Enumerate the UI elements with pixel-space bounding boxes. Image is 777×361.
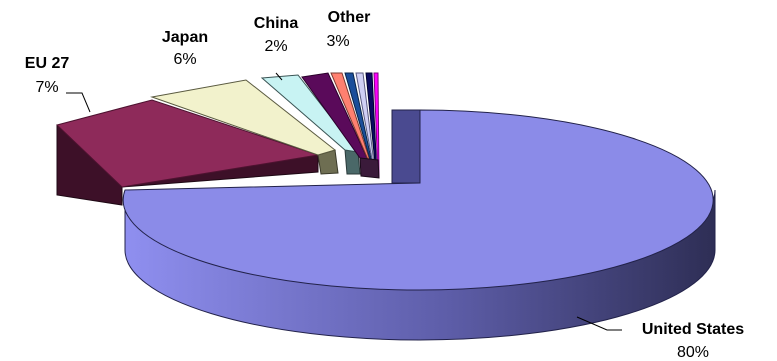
slice-china (260, 74, 361, 175)
slice-other (301, 72, 380, 179)
slice-japan (150, 79, 339, 175)
label-china-pct: 2% (264, 38, 287, 55)
label-eu-27: EU 27 7% (25, 55, 70, 96)
label-other-pct: 3% (326, 33, 349, 50)
label-japan-name: Japan (162, 29, 208, 46)
label-other: Other 3% (326, 9, 370, 50)
label-china-name: China (254, 15, 299, 32)
label-other-name: Other (328, 9, 371, 26)
label-united-states-name: United States (642, 321, 744, 338)
slice-united-states-top (122, 109, 714, 291)
label-japan: Japan 6% (162, 29, 208, 68)
slice-other-sides (359, 157, 380, 179)
label-eu-27-name: EU 27 (25, 55, 70, 72)
label-eu-27-pct: 7% (35, 79, 58, 96)
label-united-states: United States 80% (642, 321, 744, 361)
slice-japan-top (150, 79, 337, 156)
slice-united-states-cut (391, 109, 421, 184)
slice-united-states (122, 109, 716, 341)
label-japan-pct: 6% (173, 51, 196, 68)
leader-china (275, 72, 283, 81)
leader-united-states (576, 316, 622, 331)
leader-eu-27 (66, 92, 91, 113)
label-united-states-pct: 80% (677, 344, 709, 361)
label-china: China 2% (254, 15, 299, 55)
